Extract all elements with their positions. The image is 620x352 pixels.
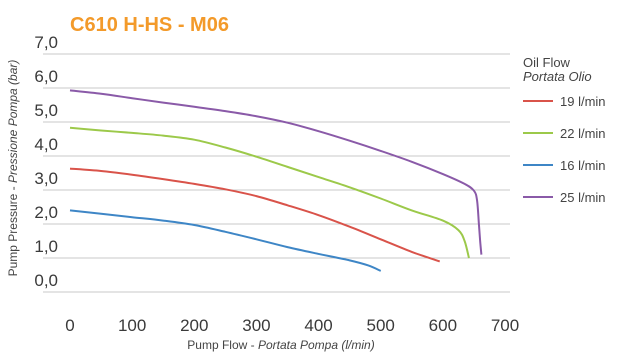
x-tick-label: 0 <box>65 316 74 335</box>
legend-label: 22 l/min <box>560 126 606 141</box>
series-line <box>69 209 382 272</box>
y-tick-label: 7,0 <box>34 33 58 52</box>
x-tick-label: 200 <box>180 316 208 335</box>
y-tick-label: 4,0 <box>34 135 58 154</box>
x-tick-labels: 0 100 200 300 400 500 600 700 <box>65 316 519 335</box>
series-line <box>69 167 441 263</box>
x-axis-label: Pump Flow - Portata Pompa (l/min) <box>187 338 374 352</box>
y-tick-label: 0,0 <box>34 271 58 290</box>
x-axis-label-italic: Portata Pompa (l/min) <box>258 338 375 352</box>
x-tick-label: 300 <box>242 316 270 335</box>
y-tick-labels: 0,0 1,0 2,0 3,0 4,0 5,0 6,0 7,0 <box>34 33 58 290</box>
grid-lines <box>43 53 510 293</box>
chart-title: C610 H-HS - M06 <box>70 14 229 36</box>
series-line <box>69 126 470 259</box>
series-lines <box>69 89 483 272</box>
y-tick-label: 2,0 <box>34 203 58 222</box>
legend: Oil Flow Portata Olio 19 l/min 22 l/min 16… <box>523 55 606 205</box>
x-tick-label: 100 <box>118 316 146 335</box>
legend-items: 19 l/min 22 l/min 16 l/min 25 l/min <box>523 94 606 205</box>
x-tick-label: 700 <box>491 316 519 335</box>
legend-label: 16 l/min <box>560 158 606 173</box>
x-tick-label: 600 <box>429 316 457 335</box>
y-tick-label: 6,0 <box>34 67 58 86</box>
y-axis-label: Pump Pressure - Pressione Pompa (bar) <box>6 60 20 277</box>
x-tick-label: 500 <box>367 316 395 335</box>
y-tick-label: 5,0 <box>34 101 58 120</box>
legend-title: Oil Flow <box>523 55 571 70</box>
legend-subtitle: Portata Olio <box>523 69 592 84</box>
y-tick-label: 3,0 <box>34 169 58 188</box>
y-tick-label: 1,0 <box>34 237 58 256</box>
x-axis-label-main: Pump Flow - <box>187 338 258 352</box>
legend-label: 19 l/min <box>560 94 606 109</box>
legend-label: 25 l/min <box>560 190 606 205</box>
y-axis-label-italic: Pressione Pompa (bar) <box>6 60 20 183</box>
series-line <box>69 89 483 255</box>
y-axis-label-main: Pump Pressure - <box>6 183 20 276</box>
x-tick-label: 400 <box>304 316 332 335</box>
